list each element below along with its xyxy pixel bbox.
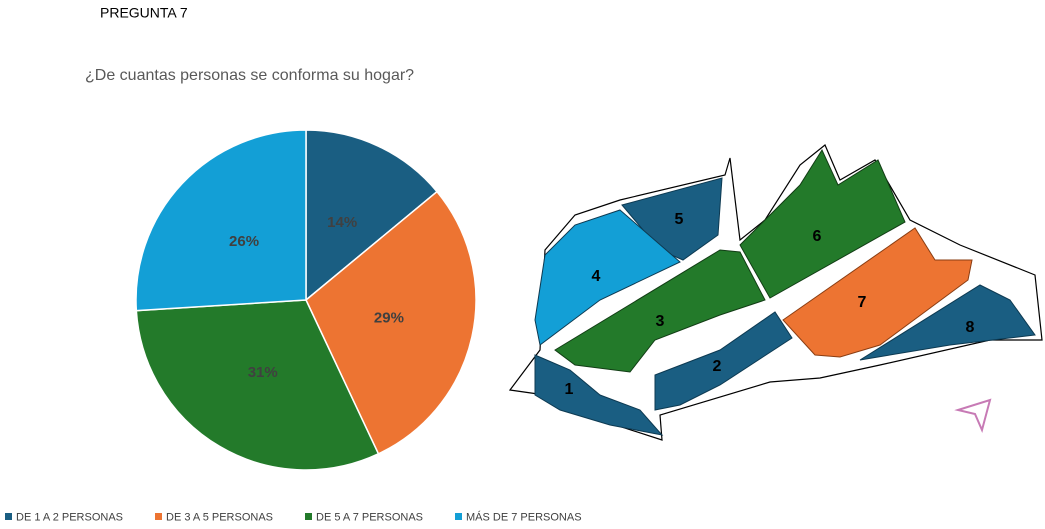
map-zone <box>654 311 793 411</box>
legend-swatch <box>5 513 12 520</box>
map-zone <box>782 227 973 358</box>
zone-label: 1 <box>565 381 574 398</box>
pie-slice <box>135 299 380 471</box>
data-label: 14% <box>327 214 357 231</box>
data-label: 31% <box>248 364 278 381</box>
map-zone <box>554 249 766 373</box>
zone-label: 6 <box>813 228 822 245</box>
legend-swatch <box>155 513 162 520</box>
zone-label: 8 <box>966 319 975 336</box>
map-outline <box>508 144 1043 441</box>
zone-label: 3 <box>656 313 665 330</box>
map-zone <box>739 148 906 299</box>
chart-title: ¿De cuantas personas se conforma su hoga… <box>85 67 414 84</box>
legend-label: DE 1 A 2 PERSONAS <box>16 511 123 523</box>
data-label: 26% <box>229 233 259 250</box>
zone-label: 4 <box>592 268 601 285</box>
map-zone <box>534 209 681 346</box>
pie-slice <box>305 190 477 455</box>
pie-slice <box>135 129 307 312</box>
zone-label: 5 <box>675 211 684 228</box>
map-zone <box>859 284 1036 361</box>
zone-label: 2 <box>713 358 722 375</box>
map <box>508 144 1043 441</box>
north-arrow <box>954 398 992 434</box>
page-title: PREGUNTA 7 <box>100 5 188 21</box>
map-zone <box>534 354 664 436</box>
legend-label: DE 3 A 5 PERSONAS <box>166 511 273 523</box>
zone-label: 7 <box>858 294 867 311</box>
legend-swatch <box>305 513 312 520</box>
legend-swatch <box>455 513 462 520</box>
legend-label: DE 5 A 7 PERSONAS <box>316 511 423 523</box>
data-label: 29% <box>374 310 404 327</box>
pie-slice <box>305 129 439 302</box>
legend-label: MÁS DE 7 PERSONAS <box>466 510 582 523</box>
